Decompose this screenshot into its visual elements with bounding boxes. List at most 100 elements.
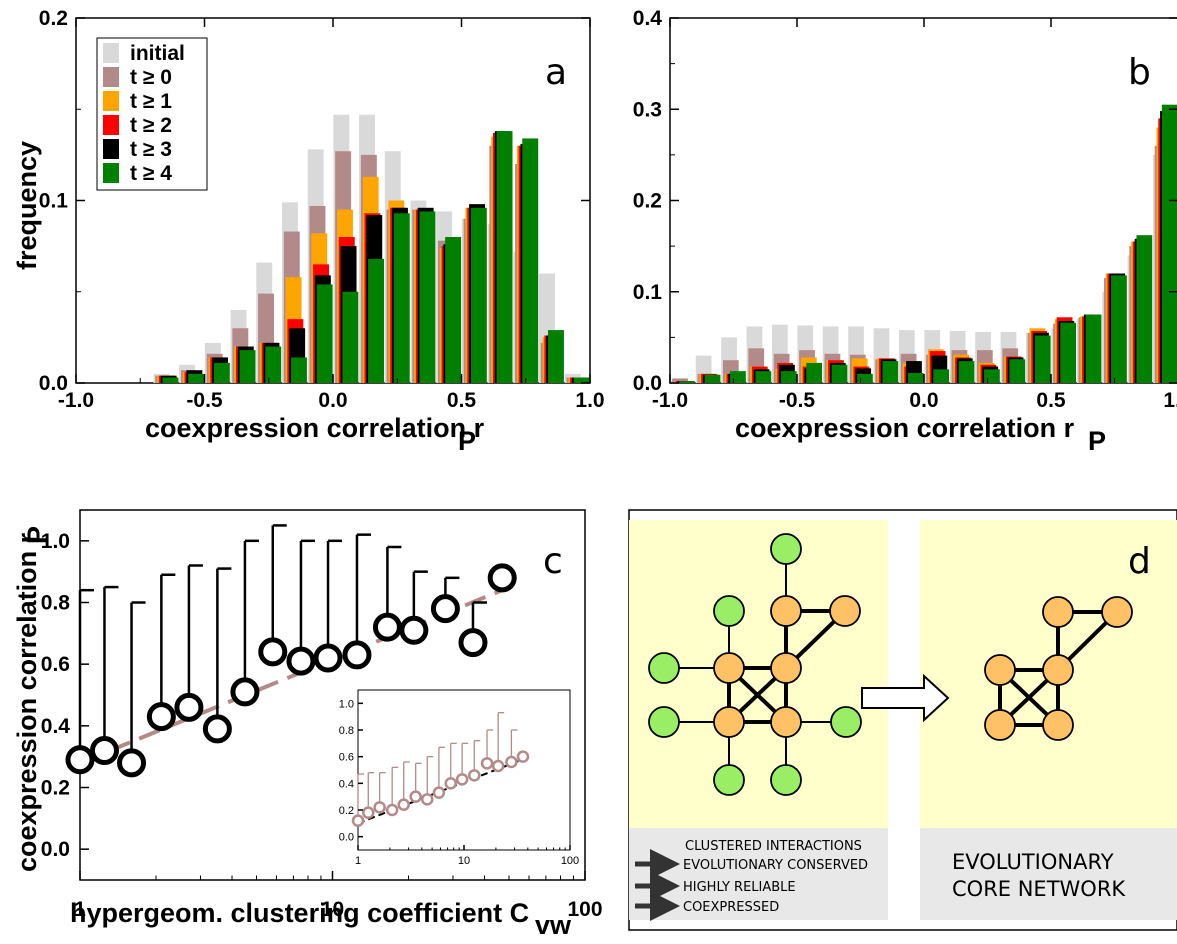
inset-plot-group — [351, 712, 530, 827]
bar — [1136, 235, 1153, 383]
legend-entry: t ≥ 2 — [130, 114, 172, 137]
core-node — [1042, 596, 1074, 628]
x-axis-label: coexpression correlation r — [145, 413, 485, 443]
x-axis-label-subscript: P — [1088, 426, 1106, 456]
x-tick-label: -0.5 — [186, 389, 223, 412]
bar — [213, 362, 230, 383]
bar — [1161, 104, 1177, 383]
bar — [239, 350, 256, 383]
bar — [1111, 275, 1127, 383]
y-tick-label: 0.0 — [633, 372, 662, 395]
legend-title: CLUSTERED INTERACTIONS — [685, 839, 862, 854]
legend-item-conserved: EVOLUTIONARY CONSERVED — [683, 858, 868, 873]
x-axis-label: coexpression correlation r — [735, 413, 1075, 443]
y-tick-label: 0.2 — [41, 777, 70, 800]
x-tick-label: 10 — [321, 898, 344, 921]
panel-b-chart: -1.0 -0.5 0.0 0.5 1.0 0.0 0.1 0.2 0.3 0.4 b coexp… — [633, 7, 1177, 456]
panel-d-diagram: d CLUSTERED INTERACTIONS EVOLUTIONARY CO… — [628, 509, 1177, 931]
core-label-background — [920, 828, 1177, 920]
inset-frame — [357, 689, 571, 851]
bar — [290, 357, 307, 383]
core-node — [770, 652, 802, 684]
bar — [672, 378, 688, 383]
core-node — [984, 709, 1016, 741]
data-point — [468, 769, 481, 782]
peripheral-node — [648, 706, 680, 738]
data-point — [313, 643, 343, 673]
data-point — [455, 773, 469, 786]
x-tick-label: 100 — [561, 855, 579, 867]
bar — [704, 374, 721, 383]
data-point — [372, 612, 402, 642]
bar — [342, 291, 359, 383]
legend-entry: t ≥ 3 — [130, 138, 172, 161]
scatter-plot-group — [65, 524, 517, 778]
legend-swatch — [103, 67, 119, 87]
core-node — [1042, 654, 1074, 686]
x-tick-label: 0.5 — [1036, 389, 1066, 412]
data-point — [117, 748, 147, 778]
y-tick-label: 0.2 — [339, 805, 354, 817]
x-tick-label: 1.0 — [1163, 389, 1177, 412]
bar — [730, 371, 746, 383]
y-tick-label: 0.4 — [339, 778, 354, 790]
bar — [1034, 335, 1051, 383]
bar — [419, 211, 436, 383]
data-point — [342, 640, 372, 670]
y-tick-label: 0.0 — [41, 838, 70, 861]
data-point — [146, 702, 176, 732]
y-axis-label: coexpression correlation r — [12, 532, 42, 872]
legend-entry: t ≥ 0 — [130, 66, 172, 89]
x-tick-label: 0.0 — [318, 389, 347, 412]
x-tick-label: 100 — [567, 898, 602, 921]
y-tick-label: 0.8 — [41, 592, 71, 615]
x-axis-label-subscript: vw — [535, 910, 572, 939]
core-node — [770, 706, 802, 738]
x-tick-label: -1.0 — [58, 389, 94, 412]
data-point — [480, 757, 494, 770]
bar — [162, 377, 179, 383]
data-point — [258, 637, 288, 667]
data-point — [351, 814, 365, 827]
bar — [522, 138, 539, 383]
bar — [547, 330, 564, 383]
legend-swatch — [103, 139, 119, 159]
data-point — [65, 745, 95, 775]
core-node — [713, 706, 745, 738]
legend-swatch — [103, 43, 119, 63]
core-node — [770, 595, 802, 627]
data-point — [373, 801, 386, 814]
y-tick-label: 0.2 — [39, 7, 68, 30]
y-tick-label: 1.0 — [339, 698, 354, 710]
core-node — [1101, 596, 1133, 628]
x-tick-label: 1.0 — [575, 389, 604, 412]
inset-chart: 1 10 100 0.0 0.2 0.4 0.6 0.8 1.0 — [339, 689, 579, 867]
panel-letter-b: b — [1128, 52, 1151, 93]
core-node — [1042, 709, 1074, 741]
data-point — [487, 563, 517, 593]
x-tick-label: -1.0 — [652, 389, 688, 412]
y-tick-label: 1.0 — [41, 530, 70, 553]
bar — [831, 364, 848, 383]
bar-series-group — [153, 114, 590, 383]
peripheral-node — [713, 595, 745, 627]
panel-c-chart: 1 10 100 0.0 0.2 0.4 0.6 0.8 1.0 c 1 10 100 0.0 0.2 0… — [12, 509, 603, 940]
y-tick-label: 0.4 — [41, 715, 71, 738]
clustered-network — [648, 533, 862, 796]
legend-swatch — [103, 91, 119, 111]
fit-line — [79, 588, 503, 765]
bar — [316, 284, 333, 383]
peripheral-node — [648, 652, 680, 684]
y-tick-label: 0.3 — [633, 98, 662, 121]
tick-group: 1 10 100 0.0 0.2 0.4 0.6 0.8 1.0 — [41, 530, 603, 921]
bar — [907, 372, 924, 383]
legend-entry: t ≥ 4 — [130, 162, 172, 185]
bar — [445, 237, 462, 383]
peripheral-node — [830, 706, 862, 738]
x-axis-label-subscript: P — [458, 426, 476, 456]
x-tick-label: 10 — [458, 855, 470, 867]
peripheral-node — [713, 764, 745, 796]
data-point — [174, 692, 204, 722]
core-node — [984, 654, 1016, 686]
